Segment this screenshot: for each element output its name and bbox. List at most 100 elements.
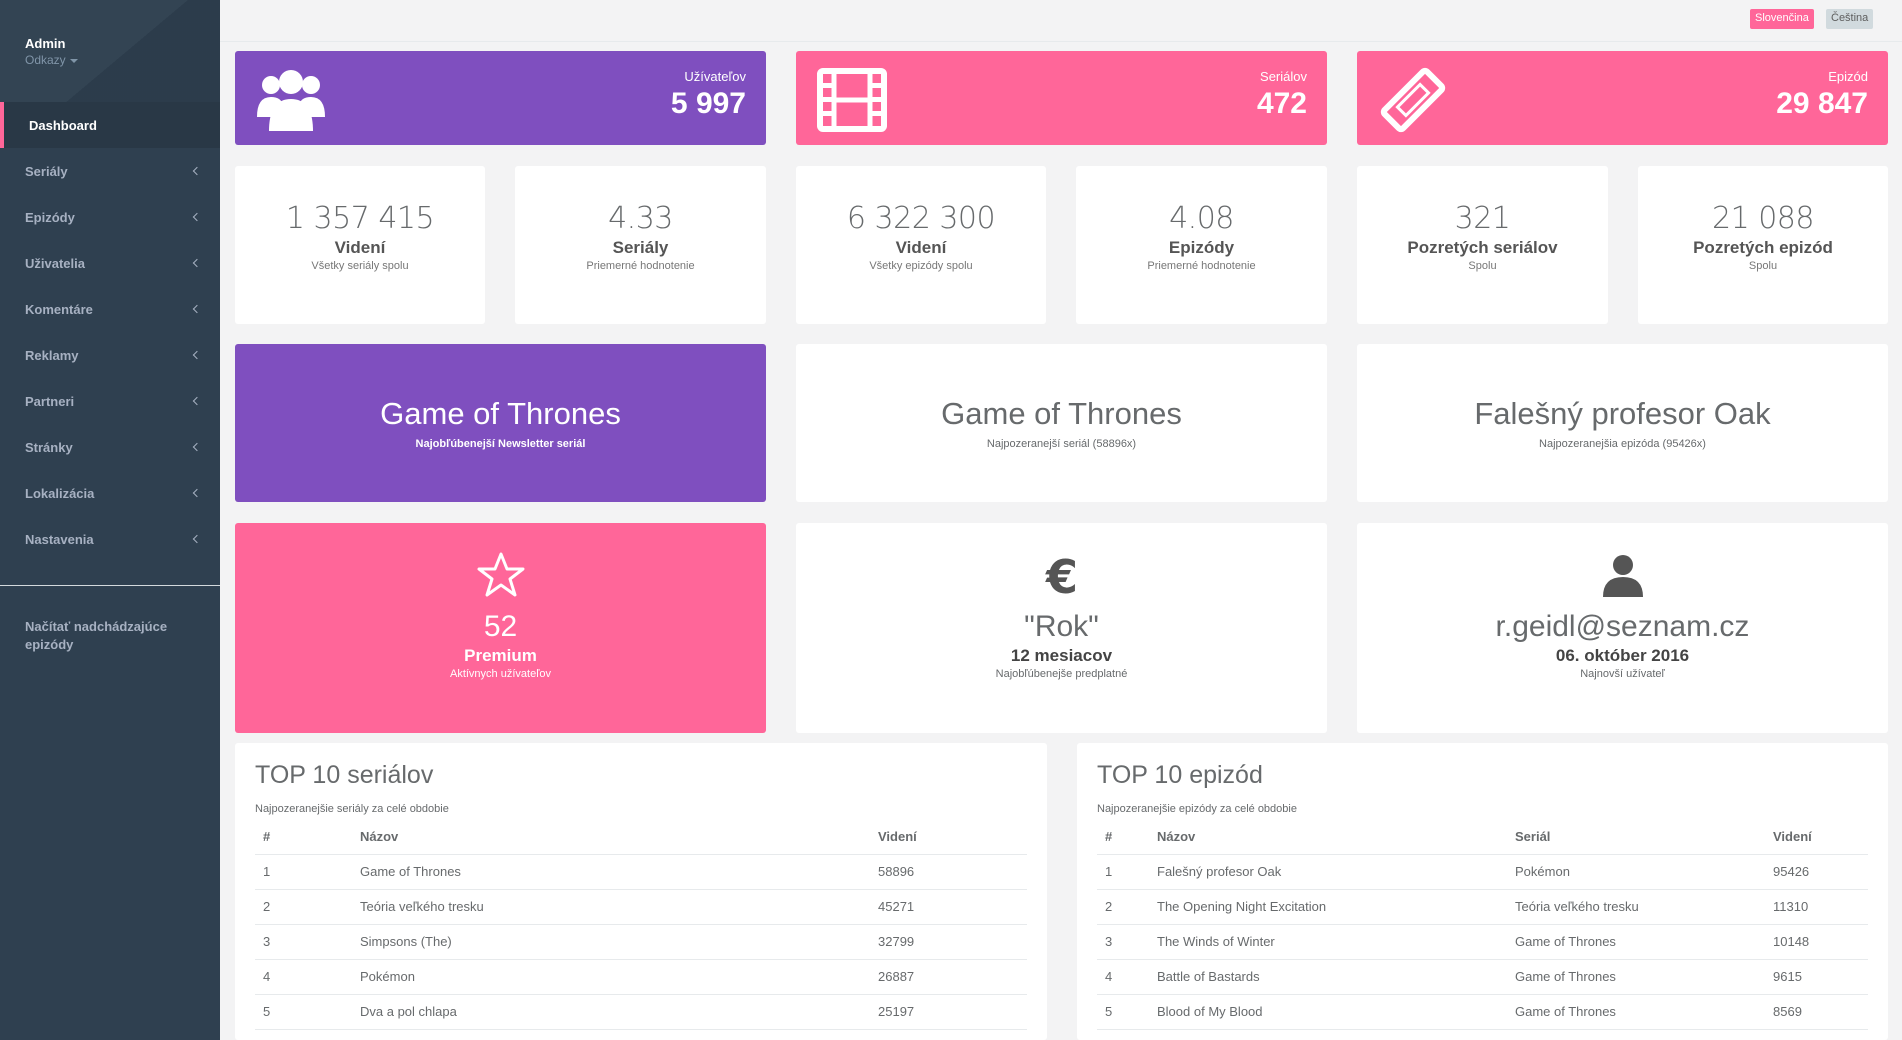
series-rating-box: 4.33 Seriály Priemerné hodnotenie bbox=[515, 166, 766, 324]
cell-rank: 5 bbox=[255, 994, 352, 1030]
chevron-left-icon bbox=[192, 534, 202, 544]
series-count-widget: Seriálov 472 bbox=[796, 51, 1327, 145]
chevron-left-icon bbox=[192, 442, 202, 452]
most-watched-series-box: Game of Thrones Najpozeranejší seriál (5… bbox=[796, 344, 1327, 502]
sidebar-item-uzivatelia[interactable]: Uživatelia bbox=[0, 240, 220, 286]
language-czech-button[interactable]: Čeština bbox=[1826, 9, 1874, 29]
cell-rank: 3 bbox=[1097, 924, 1149, 960]
users-count-widget: Užívateľov 5 997 bbox=[235, 51, 766, 145]
user-icon bbox=[1602, 555, 1643, 597]
cell-rank: 2 bbox=[1097, 889, 1149, 925]
cell-series: Game of Thrones bbox=[1507, 994, 1765, 1030]
cell-title: The Opening Night Excitation bbox=[1149, 889, 1507, 925]
ticket-icon bbox=[1380, 67, 1446, 133]
stat-number: 4.08 bbox=[1169, 201, 1234, 236]
newsletter-favorite-series-box: Game of Thrones Najobľúbenejší Newslette… bbox=[235, 344, 766, 502]
series-count-value: 472 bbox=[1256, 87, 1307, 120]
sidebar-item-stranky[interactable]: Stránky bbox=[0, 424, 220, 470]
table-row: 5 Blood of My Blood Game of Thrones 8569 bbox=[1097, 994, 1868, 1030]
cell-title: Simpsons (The) bbox=[352, 924, 870, 960]
profile-header: Admin Odkazy bbox=[0, 0, 220, 102]
cell-rank: 5 bbox=[1097, 994, 1149, 1030]
sidebar-item-label: Epizódy bbox=[25, 209, 75, 225]
table-header-row: # Názov Videní bbox=[255, 819, 1027, 855]
top-episodes-title: TOP 10 epizód bbox=[1097, 761, 1263, 789]
cell-series: Teória veľkého tresku bbox=[1507, 889, 1765, 925]
cell-views: 32799 bbox=[870, 924, 1027, 960]
stat-number: 321 bbox=[1454, 201, 1511, 236]
sidebar-item-dashboard[interactable]: Dashboard bbox=[0, 102, 220, 148]
table-row: 4 Battle of Bastards Game of Thrones 9615 bbox=[1097, 959, 1868, 995]
cell-views: 58896 bbox=[870, 854, 1027, 890]
cell-rank: 3 bbox=[255, 924, 352, 960]
cell-series: Game of Thrones bbox=[1507, 959, 1765, 995]
chevron-left-icon bbox=[192, 166, 202, 176]
cell-series: Pokémon bbox=[1507, 854, 1765, 890]
subscription-duration: 12 mesiacov bbox=[1010, 646, 1113, 665]
stat-title: Pozretých epizód bbox=[1693, 238, 1833, 257]
cell-views: 95426 bbox=[1765, 854, 1868, 890]
sidebar-item-serialy[interactable]: Seriály bbox=[0, 148, 220, 194]
cell-rank: 1 bbox=[255, 854, 352, 890]
cell-title: Teória veľkého tresku bbox=[352, 889, 870, 925]
table-row: 5 Dva a pol chlapa 25197 bbox=[255, 994, 1027, 1030]
column-header: Názov bbox=[352, 819, 870, 855]
caret-down-icon bbox=[69, 58, 78, 63]
sidebar-item-partneri[interactable]: Partneri bbox=[0, 378, 220, 424]
cell-views: 9615 bbox=[1765, 959, 1868, 995]
stat-number: 4.33 bbox=[608, 201, 673, 236]
cell-views: 25197 bbox=[870, 994, 1027, 1030]
subscription-subtitle: Najobľúbenejše predplatné bbox=[995, 668, 1128, 680]
sidebar-item-label: Lokalizácia bbox=[25, 485, 95, 501]
top-series-subtitle: Najpozeranejšie seriály za celé obdobie bbox=[255, 803, 449, 815]
stat-title: Seriály bbox=[612, 238, 669, 257]
featured-title: Game of Thrones bbox=[941, 396, 1182, 431]
cell-title: Pokémon bbox=[352, 959, 870, 995]
column-header: Videní bbox=[1765, 819, 1868, 855]
series-views-box: 1 357 415 Videní Všetky seriály spolu bbox=[235, 166, 485, 324]
star-icon bbox=[477, 552, 524, 597]
table-row: 2 Teória veľkého tresku 45271 bbox=[255, 889, 1027, 925]
sidebar-item-label: Dashboard bbox=[29, 117, 97, 133]
sidebar-item-epizody[interactable]: Epizódy bbox=[0, 194, 220, 240]
sidebar-item-reklamy[interactable]: Reklamy bbox=[0, 332, 220, 378]
cell-title: Battle of Bastards bbox=[1149, 959, 1507, 995]
cell-title: Dva a pol chlapa bbox=[352, 994, 870, 1030]
chevron-left-icon bbox=[192, 488, 202, 498]
featured-subtitle: Najobľúbenejší Newsletter seriál bbox=[415, 438, 586, 450]
cell-views: 45271 bbox=[870, 889, 1027, 925]
sidebar-item-nastavenia[interactable]: Nastavenia bbox=[0, 516, 220, 562]
episode-rating-box: 4.08 Epizódy Priemerné hodnotenie bbox=[1076, 166, 1327, 324]
cell-title: The Winds of Winter bbox=[1149, 924, 1507, 960]
table-row: 1 Game of Thrones 58896 bbox=[255, 854, 1027, 890]
sidebar-item-label: Seriály bbox=[25, 163, 68, 179]
sidebar-item-label: Nastavenia bbox=[25, 531, 94, 547]
newest-user-subtitle: Najnovší užívateľ bbox=[1580, 668, 1665, 680]
episodes-count-label: Epizód bbox=[1828, 69, 1868, 84]
profile-name: Admin bbox=[25, 36, 66, 51]
featured-title: Falešný profesor Oak bbox=[1474, 396, 1771, 431]
sidebar-item-label: Uživatelia bbox=[25, 255, 85, 271]
sidebar-item-komentare[interactable]: Komentáre bbox=[0, 286, 220, 332]
users-count-label: Užívateľov bbox=[684, 69, 746, 84]
top-series-title: TOP 10 seriálov bbox=[255, 761, 434, 789]
column-header: Videní bbox=[870, 819, 1027, 855]
sidebar-item-label: Reklamy bbox=[25, 347, 79, 363]
stat-title: Pozretých seriálov bbox=[1407, 238, 1558, 257]
featured-title: Game of Thrones bbox=[380, 396, 621, 431]
stat-number: 21 088 bbox=[1712, 201, 1814, 236]
cell-rank: 4 bbox=[1097, 959, 1149, 995]
featured-subtitle: Najpozeranejší seriál (58896x) bbox=[986, 438, 1137, 450]
chevron-left-icon bbox=[192, 212, 202, 222]
load-upcoming-episodes-link[interactable]: Načítať nadchádzajúce epizódy bbox=[25, 619, 168, 652]
episodes-count-value: 29 847 bbox=[1776, 87, 1868, 120]
stat-number: 1 357 415 bbox=[285, 201, 435, 236]
episode-views-box: 6 322 300 Videní Všetky epizódy spolu bbox=[796, 166, 1046, 324]
sidebar-item-lokalizacia[interactable]: Lokalizácia bbox=[0, 470, 220, 516]
column-header: # bbox=[1097, 819, 1149, 855]
language-slovak-button[interactable]: Slovenčina bbox=[1750, 9, 1814, 29]
favorite-subscription-box: € "Rok" 12 mesiacov Najobľúbenejše predp… bbox=[796, 523, 1327, 733]
profile-links-dropdown[interactable]: Odkazy bbox=[25, 53, 220, 67]
stat-title: Videní bbox=[895, 238, 947, 257]
stat-subtitle: Spolu bbox=[1468, 260, 1497, 272]
